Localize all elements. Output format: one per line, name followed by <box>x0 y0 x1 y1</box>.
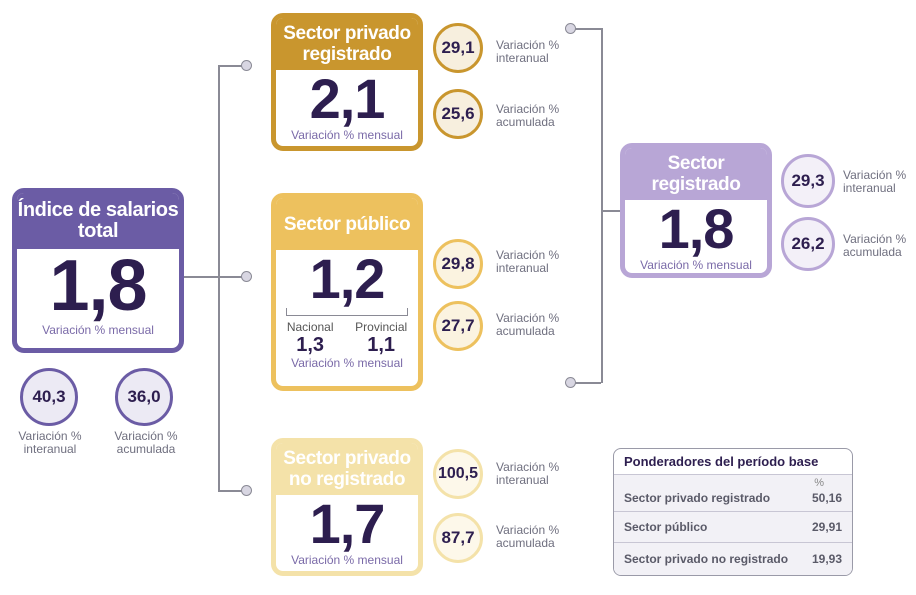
provincial: Provincial 1,1 <box>355 320 408 356</box>
connector <box>601 210 621 212</box>
weights-table: Ponderadores del período base % Sector p… <box>613 448 853 576</box>
public-interanual: 29,8 <box>433 239 483 289</box>
connector <box>570 28 601 30</box>
card-title: Sector registrado <box>625 148 767 200</box>
card-subtitle: Variación % mensual <box>640 258 752 272</box>
connector <box>601 28 603 383</box>
private-unregistered-interanual: 100,5 <box>433 449 483 499</box>
card-subtitle: Variación % mensual <box>291 553 403 567</box>
label: Variación % acumulada <box>843 232 907 259</box>
connector <box>218 65 220 490</box>
label: Variación % interanual <box>496 248 560 275</box>
private-registered-acumulada: 25,6 <box>433 89 483 139</box>
card-value: 1,8 <box>49 246 147 326</box>
card-title: Índice de salarios total <box>17 193 179 249</box>
connector-dot <box>241 271 252 282</box>
label: Variación % acumulada <box>496 102 560 129</box>
nacional: Nacional 1,3 <box>286 320 334 356</box>
connector-dot <box>241 485 252 496</box>
label: Variación % interanual <box>843 168 907 195</box>
private-unregistered-acumulada: 87,7 <box>433 513 483 563</box>
card-value: 1,2 <box>309 247 386 310</box>
connector <box>218 65 246 67</box>
connector <box>184 276 246 278</box>
card-title: Sector privado no registrado <box>276 443 418 495</box>
bracket <box>286 308 408 316</box>
weights-title: Ponderadores del período base <box>614 449 852 475</box>
label: Variación % acumulada <box>496 523 560 550</box>
label: Variación % acumulada <box>496 311 560 338</box>
registered-acumulada: 26,2 <box>781 217 835 271</box>
card-subtitle: Variación % mensual <box>291 356 403 370</box>
weights-unit: % <box>814 477 824 489</box>
public-sector-card: Sector público 1,2 Nacional 1,3 Provincia… <box>271 193 423 391</box>
private-registered-card: Sector privado registrado 2,1 Variación … <box>271 13 423 151</box>
label: Variación % interanual <box>496 38 560 65</box>
card-value: 2,1 <box>309 67 386 130</box>
label: Variación % interanual <box>496 460 560 487</box>
registered-sector-card: Sector registrado 1,8 Variación % mensua… <box>620 143 772 278</box>
card-title: Sector privado registrado <box>276 18 418 70</box>
connector <box>218 490 246 492</box>
weights-row: Sector privado registrado 50,16 <box>614 490 852 512</box>
label: Variación % interanual <box>18 429 82 456</box>
card-subtitle: Variación % mensual <box>42 323 154 337</box>
label: Variación % acumulada <box>114 429 178 456</box>
card-subtitle: Variación % mensual <box>291 128 403 142</box>
private-registered-interanual: 29,1 <box>433 23 483 73</box>
total-interanual: 40,3 <box>20 368 78 426</box>
private-unregistered-card: Sector privado no registrado 1,7 Variaci… <box>271 438 423 576</box>
connector-dot <box>565 377 576 388</box>
connector-dot <box>241 60 252 71</box>
total-acumulada: 36,0 <box>115 368 173 426</box>
public-acumulada: 27,7 <box>433 301 483 351</box>
connector <box>570 382 601 384</box>
weights-row: Sector privado no registrado 19,93 <box>624 551 842 566</box>
weights-row: Sector público 29,91 <box>614 512 852 543</box>
card-value: 1,7 <box>309 492 386 555</box>
total-index-card: Índice de salarios total 1,8 Variación %… <box>12 188 184 353</box>
card-title: Sector público <box>276 198 418 250</box>
card-value: 1,8 <box>658 197 735 260</box>
registered-interanual: 29,3 <box>781 154 835 208</box>
connector-dot <box>565 23 576 34</box>
